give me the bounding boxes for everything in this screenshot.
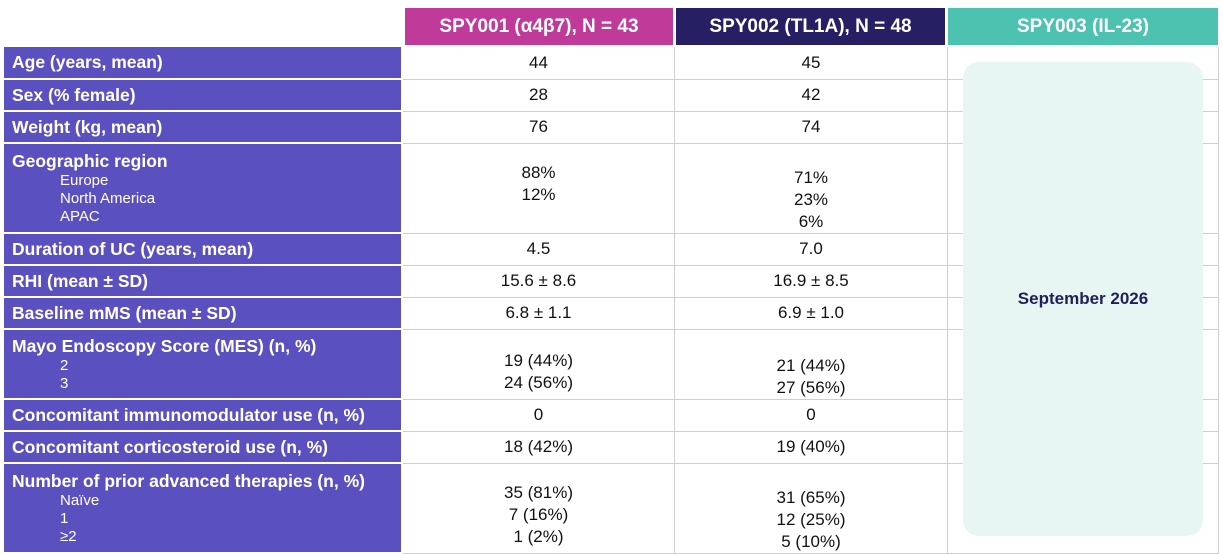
sub-label: ≥2: [60, 527, 77, 545]
spy002-value: 21 (44%) 27 (56%): [674, 329, 948, 400]
sub-label: 3: [60, 374, 69, 392]
spy001-value: 6.8 ± 1.1: [402, 297, 675, 330]
spy001-value: 28: [402, 79, 675, 112]
value-line: 23%: [793, 189, 829, 209]
spy002-value: 45: [674, 47, 948, 80]
spy001-value: 0: [402, 399, 675, 432]
spy001-value: 76: [402, 111, 675, 144]
spy001-value: 15.6 ± 8.6: [402, 265, 675, 298]
sub-label: Europe: [60, 171, 109, 189]
sub-label: 2: [60, 356, 69, 374]
value-line: 1 (2%): [513, 526, 564, 546]
spy001-value: 35 (81%) 7 (16%) 1 (2%): [402, 463, 675, 554]
value-line: 19 (44%): [504, 350, 573, 370]
value-line: 24 (56%): [504, 372, 573, 392]
row-label: Age (years, mean): [4, 47, 403, 80]
row-label: Baseline mMS (mean ± SD): [4, 297, 403, 330]
spy002-value: 16.9 ± 8.5: [674, 265, 948, 298]
row-label: Concomitant immunomodulator use (n, %): [4, 399, 403, 432]
value-line: 21 (44%): [776, 355, 846, 375]
spy001-value: 88% 12%: [402, 143, 675, 234]
spy002-value: 0: [674, 399, 948, 432]
table-row: Concomitant corticosteroid use (n, %) 18…: [4, 431, 1219, 464]
table-row: Weight (kg, mean) 76 74: [4, 111, 1219, 144]
spy003-availability-date: September 2026: [1017, 289, 1149, 308]
spy003-data-panel: September 2026: [963, 62, 1203, 536]
row-label: Sex (% female): [4, 79, 403, 112]
header-spy002: SPY002 (TL1A), N = 48: [676, 8, 945, 45]
header-spy003: SPY003 (IL-23): [948, 8, 1218, 45]
value-line: 35 (81%): [504, 482, 573, 502]
spy001-value: 18 (42%): [402, 431, 675, 464]
row-label-text: Geographic region: [12, 150, 168, 171]
row-label: Number of prior advanced therapies (n, %…: [4, 463, 403, 554]
row-label-text: Mayo Endoscopy Score (MES) (n, %): [12, 335, 317, 356]
value-line: 6%: [798, 211, 824, 231]
value-line: 71%: [793, 167, 829, 187]
spy002-value: 74: [674, 111, 948, 144]
spy002-value: 42: [674, 79, 948, 112]
sub-label: APAC: [60, 207, 100, 225]
value-line: 31 (65%): [776, 487, 846, 507]
value-line: 7 (16%): [508, 504, 569, 524]
spy001-value: 44: [402, 47, 675, 80]
spy002-value: 31 (65%) 12 (25%) 5 (10%): [674, 463, 948, 554]
value-line: 12%: [521, 184, 556, 204]
row-label: Duration of UC (years, mean): [4, 233, 403, 266]
spy002-value: 19 (40%): [674, 431, 948, 464]
sub-label: North America: [60, 189, 156, 207]
row-label: Mayo Endoscopy Score (MES) (n, %) 2 3: [4, 329, 403, 400]
row-label-text: Number of prior advanced therapies (n, %…: [12, 470, 365, 491]
spy001-value: 19 (44%) 24 (56%): [402, 329, 675, 400]
row-label: Weight (kg, mean): [4, 111, 403, 144]
row-label: RHI (mean ± SD): [4, 265, 403, 298]
value-line: 27 (56%): [776, 377, 846, 397]
row-label: Geographic region Europe North America A…: [4, 143, 403, 234]
value-line: 12 (25%): [776, 509, 846, 529]
spy002-value: 6.9 ± 1.0: [674, 297, 948, 330]
header-spy001: SPY001 (α4β7), N = 43: [405, 8, 673, 45]
table-row: Age (years, mean) 44 45: [4, 47, 1219, 80]
spy002-value: 7.0: [674, 233, 948, 266]
value-line: 88%: [521, 162, 556, 182]
sub-label: Naïve: [60, 491, 100, 509]
table-row: Mayo Endoscopy Score (MES) (n, %) 2 3 19…: [4, 329, 1219, 400]
value-line: 5 (10%): [781, 531, 841, 551]
sub-label: 1: [60, 509, 69, 527]
spy002-value: 71% 23% 6%: [674, 143, 948, 234]
row-label: Concomitant corticosteroid use (n, %): [4, 431, 403, 464]
spy001-value: 4.5: [402, 233, 675, 266]
